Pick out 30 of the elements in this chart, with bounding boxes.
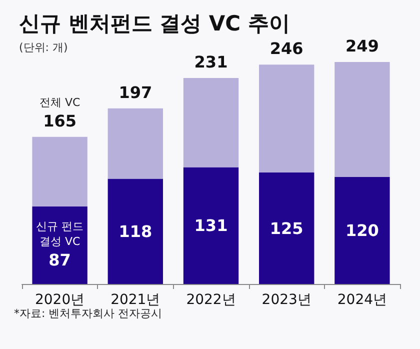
text: 전체 VC [39,96,80,109]
chart-subtitle: (단위: 개) [19,41,68,54]
series-label: 신규 펀드 결성 VC [36,220,84,248]
bar [334,177,390,284]
total-label: 249 [345,36,379,56]
bar [108,178,163,284]
data-label: 118 [118,222,152,241]
bar [259,172,314,284]
data-label: 131 [194,216,228,236]
x-tick-label: 2020년 [34,292,85,308]
data-label: 120 [345,221,379,240]
total-label: 246 [270,39,304,58]
x-tick-label: 2021년 [110,292,160,308]
bar [32,136,88,206]
data-label: 87 [48,250,71,270]
x-tick-label: 2024년 [337,292,388,308]
chart-title: 신규 벤처펀드 결성 VC 추이 [19,12,290,36]
bar [259,64,314,173]
text: *자료: 벤처투자회사 전자공시 [14,307,162,320]
bar [108,108,163,179]
total-label: 197 [118,82,152,102]
data-label: 125 [270,218,304,238]
bar [334,62,390,178]
bar [183,78,239,168]
bar [32,206,88,284]
total-label: 165 [43,111,77,130]
bar [183,167,239,284]
total-label: 231 [194,52,228,72]
x-tick-label: 2022년 [186,292,236,308]
x-tick-label: 2023년 [262,292,312,308]
